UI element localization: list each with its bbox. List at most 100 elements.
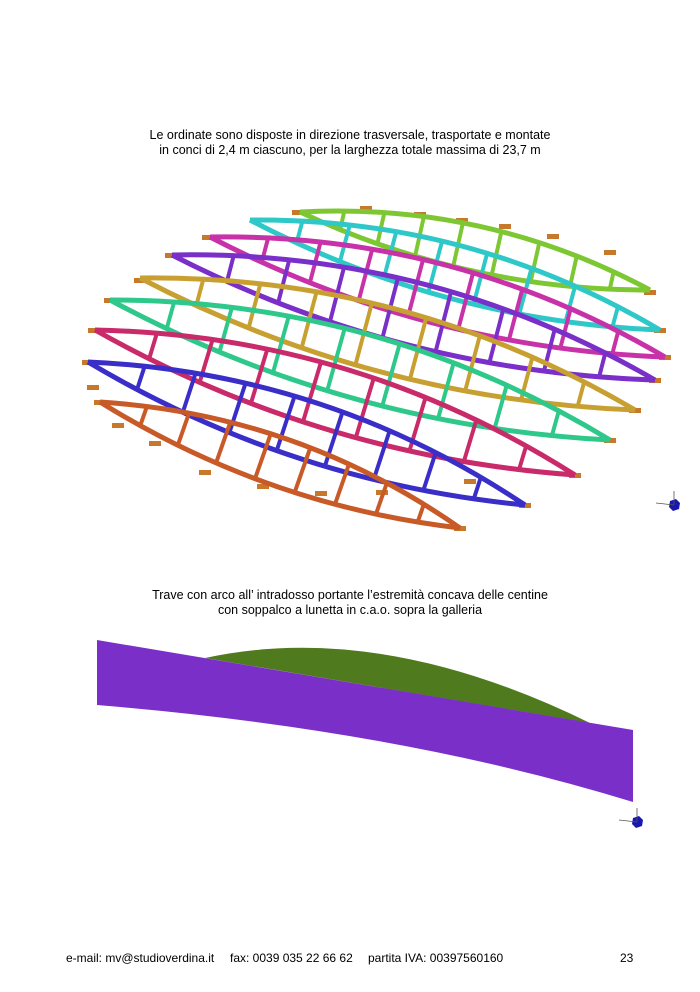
support-block xyxy=(165,253,177,258)
rib-post xyxy=(528,242,542,283)
rib-post xyxy=(333,463,351,505)
rib-upper-chord xyxy=(299,208,652,293)
rib-post xyxy=(301,361,323,423)
rib-post xyxy=(575,381,587,407)
caption-line: Le ordinate sono disposte in direzione t… xyxy=(149,128,551,142)
rib-upper-chord xyxy=(249,217,662,333)
rib-lower-chord xyxy=(138,275,636,413)
rib xyxy=(248,217,662,333)
caption-line: Trave con arco all’ intradosso portante … xyxy=(152,588,548,602)
support-block xyxy=(629,408,641,413)
footer-vat: partita IVA: 00397560160 xyxy=(368,951,504,965)
rib-post xyxy=(138,405,149,427)
rib-post xyxy=(147,332,159,360)
axis-y-line xyxy=(655,502,675,506)
rib-post xyxy=(471,476,483,500)
rib-lower-chord xyxy=(86,359,526,508)
rib-post xyxy=(274,395,297,452)
rib-post xyxy=(461,419,479,463)
rib-post xyxy=(406,258,425,317)
rib-post xyxy=(271,315,291,374)
support-block xyxy=(499,224,511,229)
support-block xyxy=(519,503,531,508)
support-block xyxy=(360,206,372,211)
rib-post xyxy=(371,430,392,481)
support-block xyxy=(547,234,559,239)
support-block xyxy=(569,473,581,478)
rib-post xyxy=(471,252,490,305)
support-block xyxy=(87,385,99,390)
caption-line: con soppalco a lunetta in c.a.o. sopra l… xyxy=(217,603,483,617)
beam xyxy=(97,640,633,802)
rib-post xyxy=(492,384,509,429)
rib-post xyxy=(217,306,234,353)
rib-post xyxy=(248,348,270,405)
rib-upper-chord xyxy=(99,399,462,531)
rib-upper-chord xyxy=(109,297,612,443)
support-block xyxy=(112,423,124,428)
rib-post xyxy=(164,301,177,330)
rib-lower-chord xyxy=(93,327,576,478)
rib-upper-chord xyxy=(87,359,527,508)
support-block xyxy=(292,210,304,215)
rib-post xyxy=(246,283,263,329)
rib-post xyxy=(180,372,198,413)
support-block xyxy=(659,355,671,360)
rib-post xyxy=(568,255,579,287)
rib-post xyxy=(253,433,273,480)
support-block xyxy=(202,235,214,240)
rib-post xyxy=(487,308,506,364)
support-block xyxy=(199,470,211,475)
rib-upper-chord xyxy=(209,234,667,360)
rib-post xyxy=(194,278,206,307)
rib-lower-chord xyxy=(98,399,461,531)
support-block xyxy=(315,491,327,496)
footer-fax: fax: 0039 035 22 66 62 xyxy=(230,951,353,965)
rib-post xyxy=(436,362,456,420)
support-block xyxy=(649,378,661,383)
rib-upper-chord xyxy=(139,275,637,413)
rib-post xyxy=(610,306,620,328)
figure1-caption: Le ordinate sono disposte in direzione t… xyxy=(0,128,700,158)
figure2-caption: Trave con arco all’ intradosso portante … xyxy=(0,588,700,618)
rib-upper-chord xyxy=(94,327,577,478)
page-number: 23 xyxy=(620,951,634,965)
support-block xyxy=(604,250,616,255)
rib-post xyxy=(276,259,292,304)
rib-post xyxy=(214,421,233,464)
rib-post xyxy=(374,482,389,515)
support-block xyxy=(257,484,269,489)
support-block xyxy=(454,526,466,531)
support-block xyxy=(604,438,616,443)
rib-post xyxy=(550,410,561,437)
arch xyxy=(205,647,590,723)
rib-post xyxy=(175,412,191,446)
rib-post xyxy=(325,327,347,392)
rib-upper-chord xyxy=(171,252,657,383)
rib-post xyxy=(415,503,426,523)
footer-email: e-mail: mv@studioverdina.it xyxy=(66,951,215,965)
rib-post xyxy=(225,255,236,282)
rib-post xyxy=(489,231,504,276)
rib-post xyxy=(610,330,621,355)
rib-post xyxy=(380,343,402,407)
rib-post xyxy=(456,272,476,330)
rib-post xyxy=(421,451,438,491)
support-block xyxy=(654,328,666,333)
support-block xyxy=(149,441,161,446)
rib-post xyxy=(135,365,147,391)
rib-post xyxy=(353,377,376,439)
rib-post xyxy=(338,210,347,231)
caption-line: in conci di 2,4 m ciascuno, per la largh… xyxy=(159,143,541,157)
rib-post xyxy=(517,445,529,471)
rib-post xyxy=(558,308,573,349)
support-block xyxy=(464,479,476,484)
rib-post xyxy=(597,352,608,378)
axis-y-line xyxy=(618,819,638,823)
rib-post xyxy=(356,248,375,302)
rib-post xyxy=(292,447,313,494)
axis-triad-icon xyxy=(669,499,680,511)
rib-post xyxy=(607,271,616,290)
rib xyxy=(98,399,462,531)
